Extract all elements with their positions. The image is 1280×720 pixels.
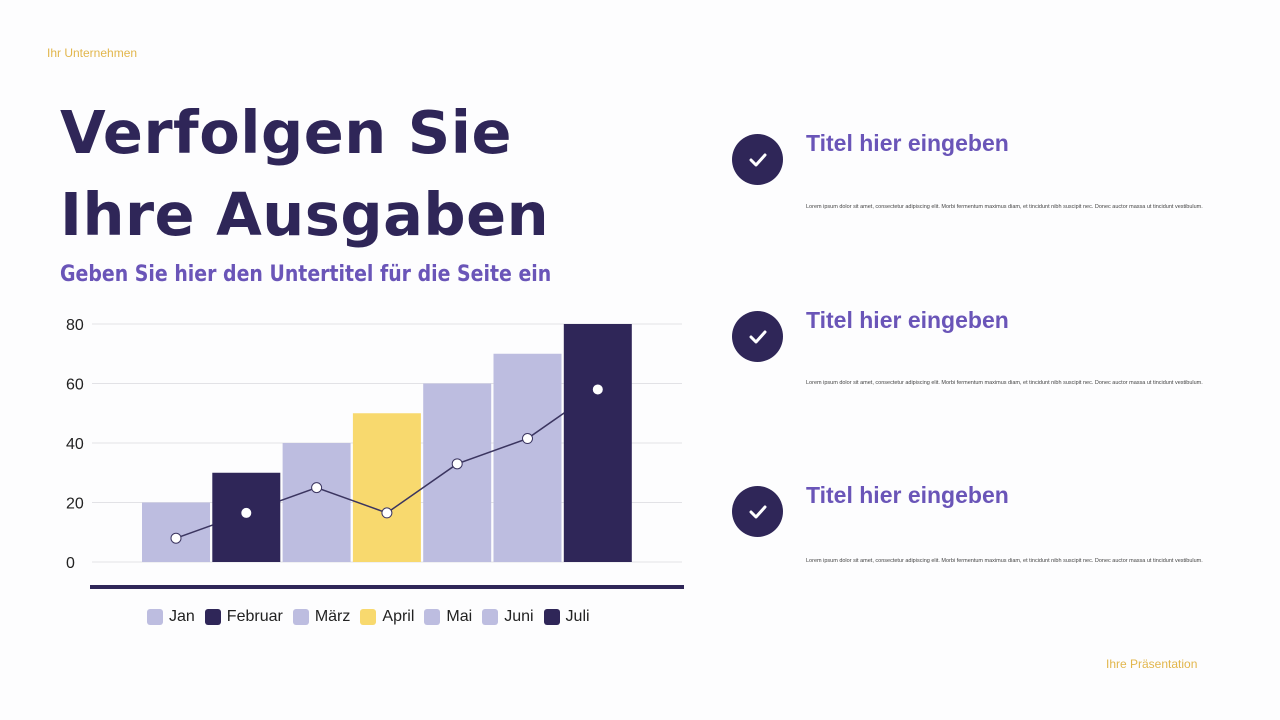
item-text: Lorem ipsum dolor sit amet, consectetur … (806, 204, 1203, 210)
chart-legend: Jan Februar März April Mai Juni Juli (147, 608, 590, 626)
y-tick-label: 0 (66, 555, 75, 572)
line-point-Mai (451, 458, 463, 470)
item-title: Titel hier eingeben (806, 482, 1009, 508)
line-point-Februar (241, 507, 252, 518)
legend-label: April (382, 608, 415, 625)
legend-item: März (292, 608, 351, 626)
legend-item: Juni (482, 608, 534, 626)
line-point-Jan (170, 532, 182, 544)
check-icon (732, 486, 783, 537)
check-icon (732, 134, 783, 185)
legend-label: Mai (446, 608, 473, 625)
bar-Mai (423, 383, 492, 562)
line-point-Juni (522, 433, 533, 445)
item-title: Titel hier eingeben (806, 307, 1009, 333)
item-text: Lorem ipsum dolor sit amet, consectetur … (806, 380, 1203, 386)
legend-item: Februar (204, 608, 283, 626)
item-title: Titel hier eingeben (806, 130, 1009, 156)
check-icon (732, 311, 783, 362)
legend-label: Juni (504, 608, 534, 625)
line-point-Juli (592, 384, 603, 395)
legend-swatch (543, 609, 560, 625)
page-subtitle: Geben Sie hier den Untertitel für die Se… (60, 262, 552, 287)
bar-April (352, 413, 421, 562)
legend-swatch (482, 609, 499, 625)
line-point-April (381, 507, 393, 519)
title-line-2: Ihre Ausgaben (60, 180, 550, 249)
legend-label: März (314, 608, 351, 625)
bar-line-chart: 0 20 40 60 80 (66, 317, 684, 589)
y-tick-label: 80 (66, 317, 84, 334)
legend-swatch (147, 609, 163, 625)
footer-text: Ihre Präsentation (1106, 657, 1198, 671)
bar-Juni (493, 353, 562, 562)
bar-Jan (142, 502, 210, 562)
legend-item: April (360, 608, 414, 626)
legend-item: Juli (543, 608, 590, 626)
title-line-1: Verfolgen Sie (60, 98, 512, 167)
y-tick-label: 20 (66, 496, 84, 513)
bar-März (282, 443, 351, 562)
legend-label: Juli (565, 608, 590, 625)
legend-swatch (424, 609, 441, 625)
y-tick-label: 40 (66, 436, 84, 453)
company-name: Ihr Unternehmen (47, 46, 138, 60)
chart-baseline (90, 585, 684, 589)
line-point-März (311, 482, 323, 494)
legend-label: Jan (169, 608, 195, 625)
item-text: Lorem ipsum dolor sit amet, consectetur … (806, 558, 1203, 564)
legend-swatch (292, 609, 309, 625)
legend-item: Mai (424, 608, 472, 626)
bar-Juli (563, 324, 632, 562)
legend-label: Februar (226, 608, 283, 625)
legend-swatch (204, 609, 221, 625)
legend-swatch (360, 609, 377, 625)
legend-item: Jan (147, 608, 195, 626)
y-tick-label: 60 (66, 377, 84, 394)
page-title: Verfolgen Sie Ihre Ausgaben (60, 92, 549, 256)
